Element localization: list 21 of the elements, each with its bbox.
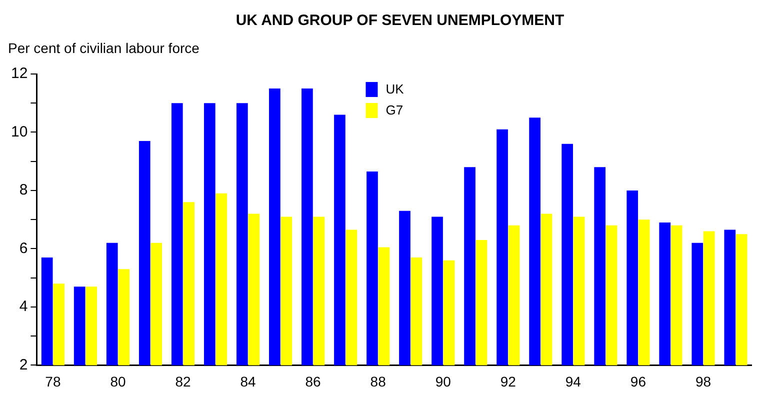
- x-tick-label: 88: [370, 373, 386, 390]
- y-tick-label: 10: [10, 123, 28, 140]
- x-tick-label: 84: [240, 373, 256, 390]
- x-tick-label: 86: [305, 373, 322, 390]
- x-tick-label: 80: [110, 373, 126, 390]
- x-tick-label: 82: [175, 373, 191, 390]
- x-tick-label: 94: [565, 373, 582, 390]
- y-tick-label: 8: [19, 182, 28, 199]
- y-tick-label: 2: [19, 356, 28, 374]
- y-tick-label: 6: [19, 240, 28, 257]
- x-tick-label: 78: [45, 373, 61, 390]
- y-axis-title: Per cent of civilian labour force: [8, 40, 200, 58]
- x-tick-label: 98: [695, 373, 712, 390]
- y-tick-label: 12: [10, 65, 28, 82]
- legend-label: UK: [386, 82, 404, 97]
- x-tick-label: 96: [630, 373, 646, 390]
- x-tick-label: 90: [435, 373, 452, 390]
- legend-label: G7: [386, 102, 404, 118]
- y-tick-label: 4: [19, 298, 28, 316]
- x-tick-label: 92: [500, 373, 516, 390]
- chart-title: UK AND GROUP OF SEVEN UNEMPLOYMENT: [234, 11, 566, 31]
